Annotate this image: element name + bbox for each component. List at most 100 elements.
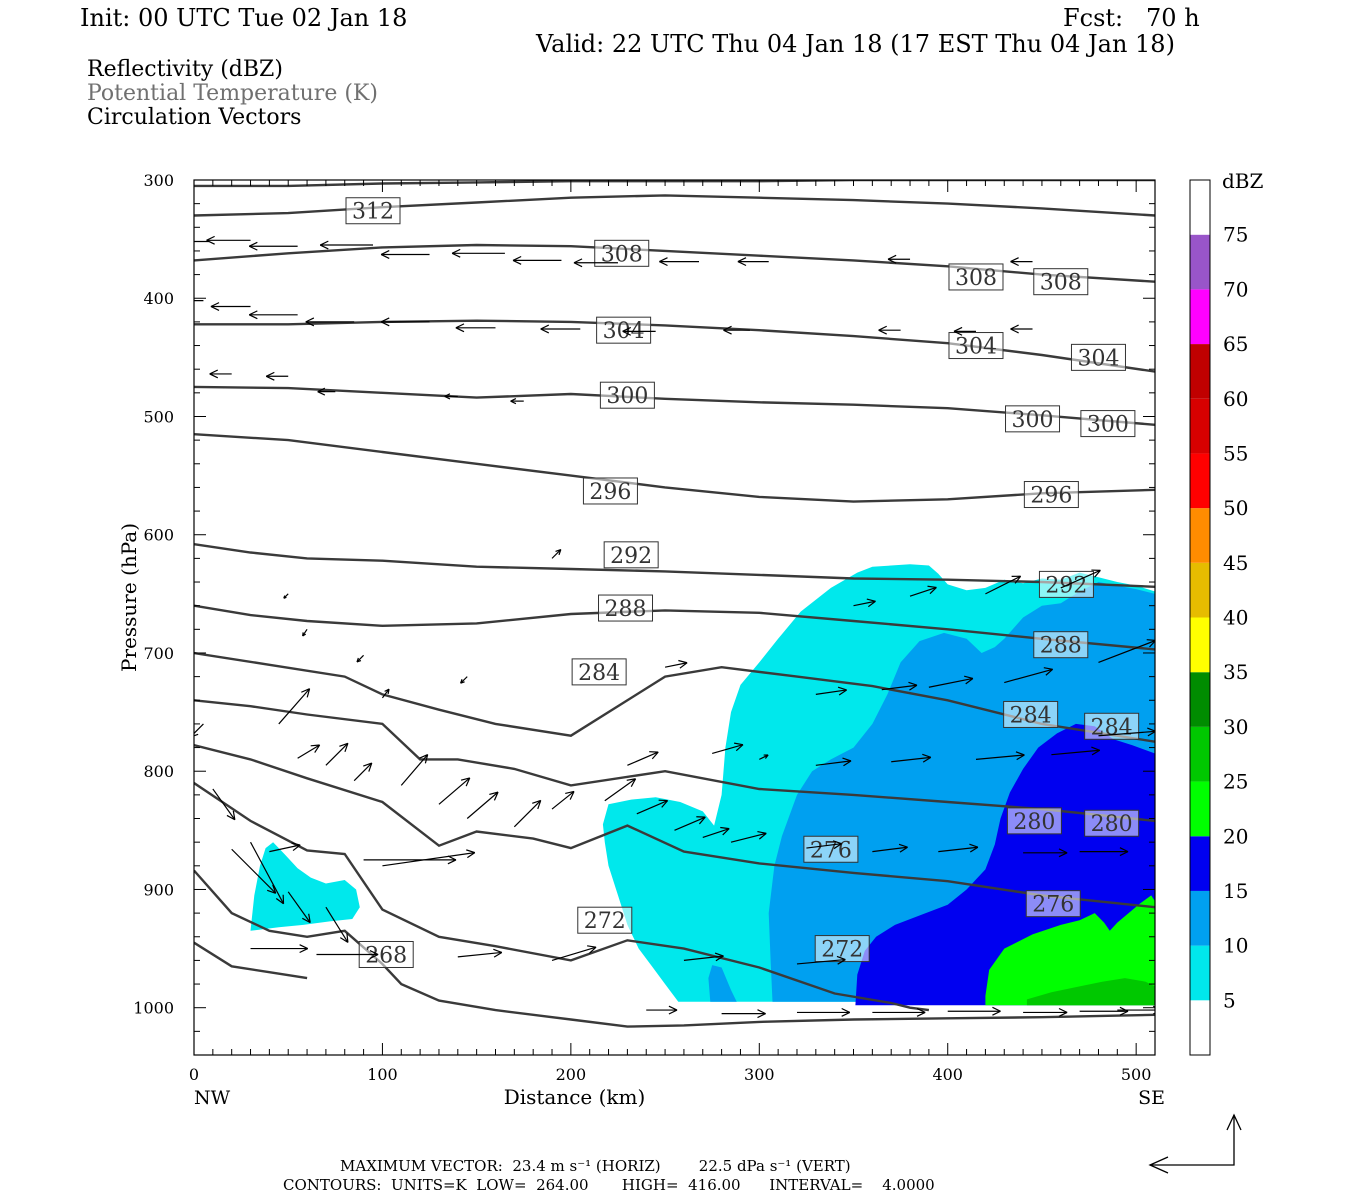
y-tick-label: 700 — [143, 644, 174, 663]
circulation-vector — [909, 585, 937, 597]
reflectivity-area-25-dbz — [1026, 978, 1155, 1006]
circulation-vector — [627, 751, 659, 766]
colorbar-swatch — [1190, 890, 1210, 946]
colorbar-swatch — [1190, 672, 1210, 727]
colorbar-swatch — [1190, 453, 1210, 509]
x-tick-label: 300 — [744, 1065, 775, 1084]
colorbar-label-25: 25 — [1223, 770, 1248, 794]
circulation-vector — [796, 955, 846, 965]
circulation-vector — [444, 393, 458, 400]
contour-label-304: 304 — [955, 335, 997, 360]
footer-max-vector: MAXIMUM VECTOR: 23.4 m s⁻¹ (HORIZ) 22.5 … — [340, 1157, 851, 1175]
circulation-vector — [250, 841, 285, 905]
circulation-vector — [209, 369, 232, 379]
colorbar-swatch — [1190, 344, 1210, 399]
colorbar-swatch — [1190, 1000, 1210, 1055]
contour-label-box-288 — [598, 594, 654, 622]
circulation-vector — [636, 799, 669, 815]
colorbar-label-35: 35 — [1223, 660, 1248, 684]
colorbar-swatch — [1190, 726, 1210, 782]
circulation-vector — [872, 843, 908, 853]
circulation-vector — [194, 723, 204, 737]
circulation-vector — [382, 849, 476, 867]
circulation-vector — [460, 676, 468, 684]
circulation-vector — [363, 855, 457, 865]
circulation-vector — [283, 593, 289, 599]
circulation-vector — [212, 788, 236, 821]
circulation-vector — [853, 598, 876, 608]
theta-contour-284 — [194, 651, 1155, 743]
colorbar-swatch — [1190, 836, 1210, 891]
circulation-vector — [302, 628, 308, 637]
theta-contour-276 — [194, 744, 1155, 909]
contour-label-box-272 — [814, 935, 870, 963]
circulation-vector — [659, 257, 699, 267]
colorbar-swatch — [1190, 617, 1210, 673]
circulation-vector — [815, 757, 852, 767]
colorbar-label-5: 5 — [1223, 988, 1236, 1012]
contour-label-284: 284 — [1091, 715, 1133, 740]
contour-label-308: 308 — [1040, 271, 1082, 296]
colorbar-swatch — [1190, 562, 1210, 618]
circulation-vector — [947, 1006, 1001, 1016]
x-tick-label: 0 — [189, 1065, 199, 1084]
circulation-vector — [231, 848, 277, 894]
contour-label-268: 268 — [365, 943, 407, 968]
contour-label-box-284 — [1003, 700, 1059, 728]
circulation-vector — [1004, 667, 1054, 684]
contour-label-box-304 — [1070, 343, 1126, 371]
contour-label-300: 300 — [1087, 413, 1129, 438]
circulation-vector — [400, 754, 429, 786]
circulation-vector — [510, 397, 524, 405]
colorbar-unit: dBZ — [1222, 169, 1264, 193]
valid-time: Valid: 22 UTC Thu 04 Jan 18 (17 EST Thu … — [536, 30, 1175, 58]
circulation-vector — [250, 944, 308, 954]
circulation-vector — [356, 654, 365, 663]
circulation-vector — [380, 317, 430, 327]
theta-contour-312 — [194, 180, 1155, 188]
footer-contours-info: CONTOURS: UNITS=K LOW= 264.00 HIGH= 416.… — [283, 1176, 935, 1194]
contour-label-box-308 — [594, 239, 650, 267]
circulation-vector — [297, 744, 321, 759]
colorbar-swatch — [1190, 508, 1210, 563]
circulation-vector — [287, 891, 311, 924]
circulation-vector — [325, 742, 349, 766]
y-axis-label: Pressure (hPa) — [117, 523, 141, 672]
contour-label-box-296 — [582, 477, 638, 505]
contour-label-292: 292 — [610, 544, 652, 569]
field-label-potential-temperature: Potential Temperature (K) — [87, 81, 378, 106]
field-label-circulation-vectors: Circulation Vectors — [87, 105, 302, 130]
contour-label-box-280 — [1006, 807, 1062, 835]
circulation-vector — [737, 257, 769, 267]
circulation-vector — [721, 1009, 766, 1019]
circulation-vector — [622, 326, 656, 336]
circulation-vector — [194, 240, 210, 243]
y-tick-label: 500 — [143, 407, 174, 426]
theta-contour-268 — [194, 869, 1155, 1028]
colorbar-frame — [1189, 179, 1211, 1056]
contour-label-308: 308 — [601, 242, 643, 267]
contour-label-box-300 — [599, 381, 655, 409]
circulation-vector — [381, 688, 390, 699]
y-tick-label: 600 — [143, 526, 174, 545]
circulation-vector — [551, 549, 562, 559]
circulation-vector — [316, 950, 379, 959]
contour-label-276: 276 — [1032, 893, 1074, 918]
colorbar-label-55: 55 — [1223, 441, 1248, 465]
contour-label-box-288 — [1033, 631, 1089, 659]
theta-contour-264 — [194, 941, 308, 980]
circulation-vector — [210, 302, 251, 311]
theta-contour-300 — [194, 385, 1155, 426]
x-end-label-nw: NW — [194, 1087, 231, 1109]
x-tick-label: 500 — [1121, 1065, 1152, 1084]
init-time: Init: 00 UTC Tue 02 Jan 18 — [80, 4, 408, 32]
circulation-vector — [1010, 257, 1033, 267]
y-tick-label: 400 — [143, 289, 174, 308]
circulation-vector — [1051, 746, 1101, 756]
circulation-vector — [1098, 727, 1155, 737]
circulation-vector — [513, 799, 542, 828]
circulation-vector — [646, 1005, 678, 1015]
reference-vector-head-horizontal — [1148, 1156, 1169, 1174]
circulation-vector — [325, 906, 349, 943]
contour-label-box-280 — [1084, 809, 1140, 837]
